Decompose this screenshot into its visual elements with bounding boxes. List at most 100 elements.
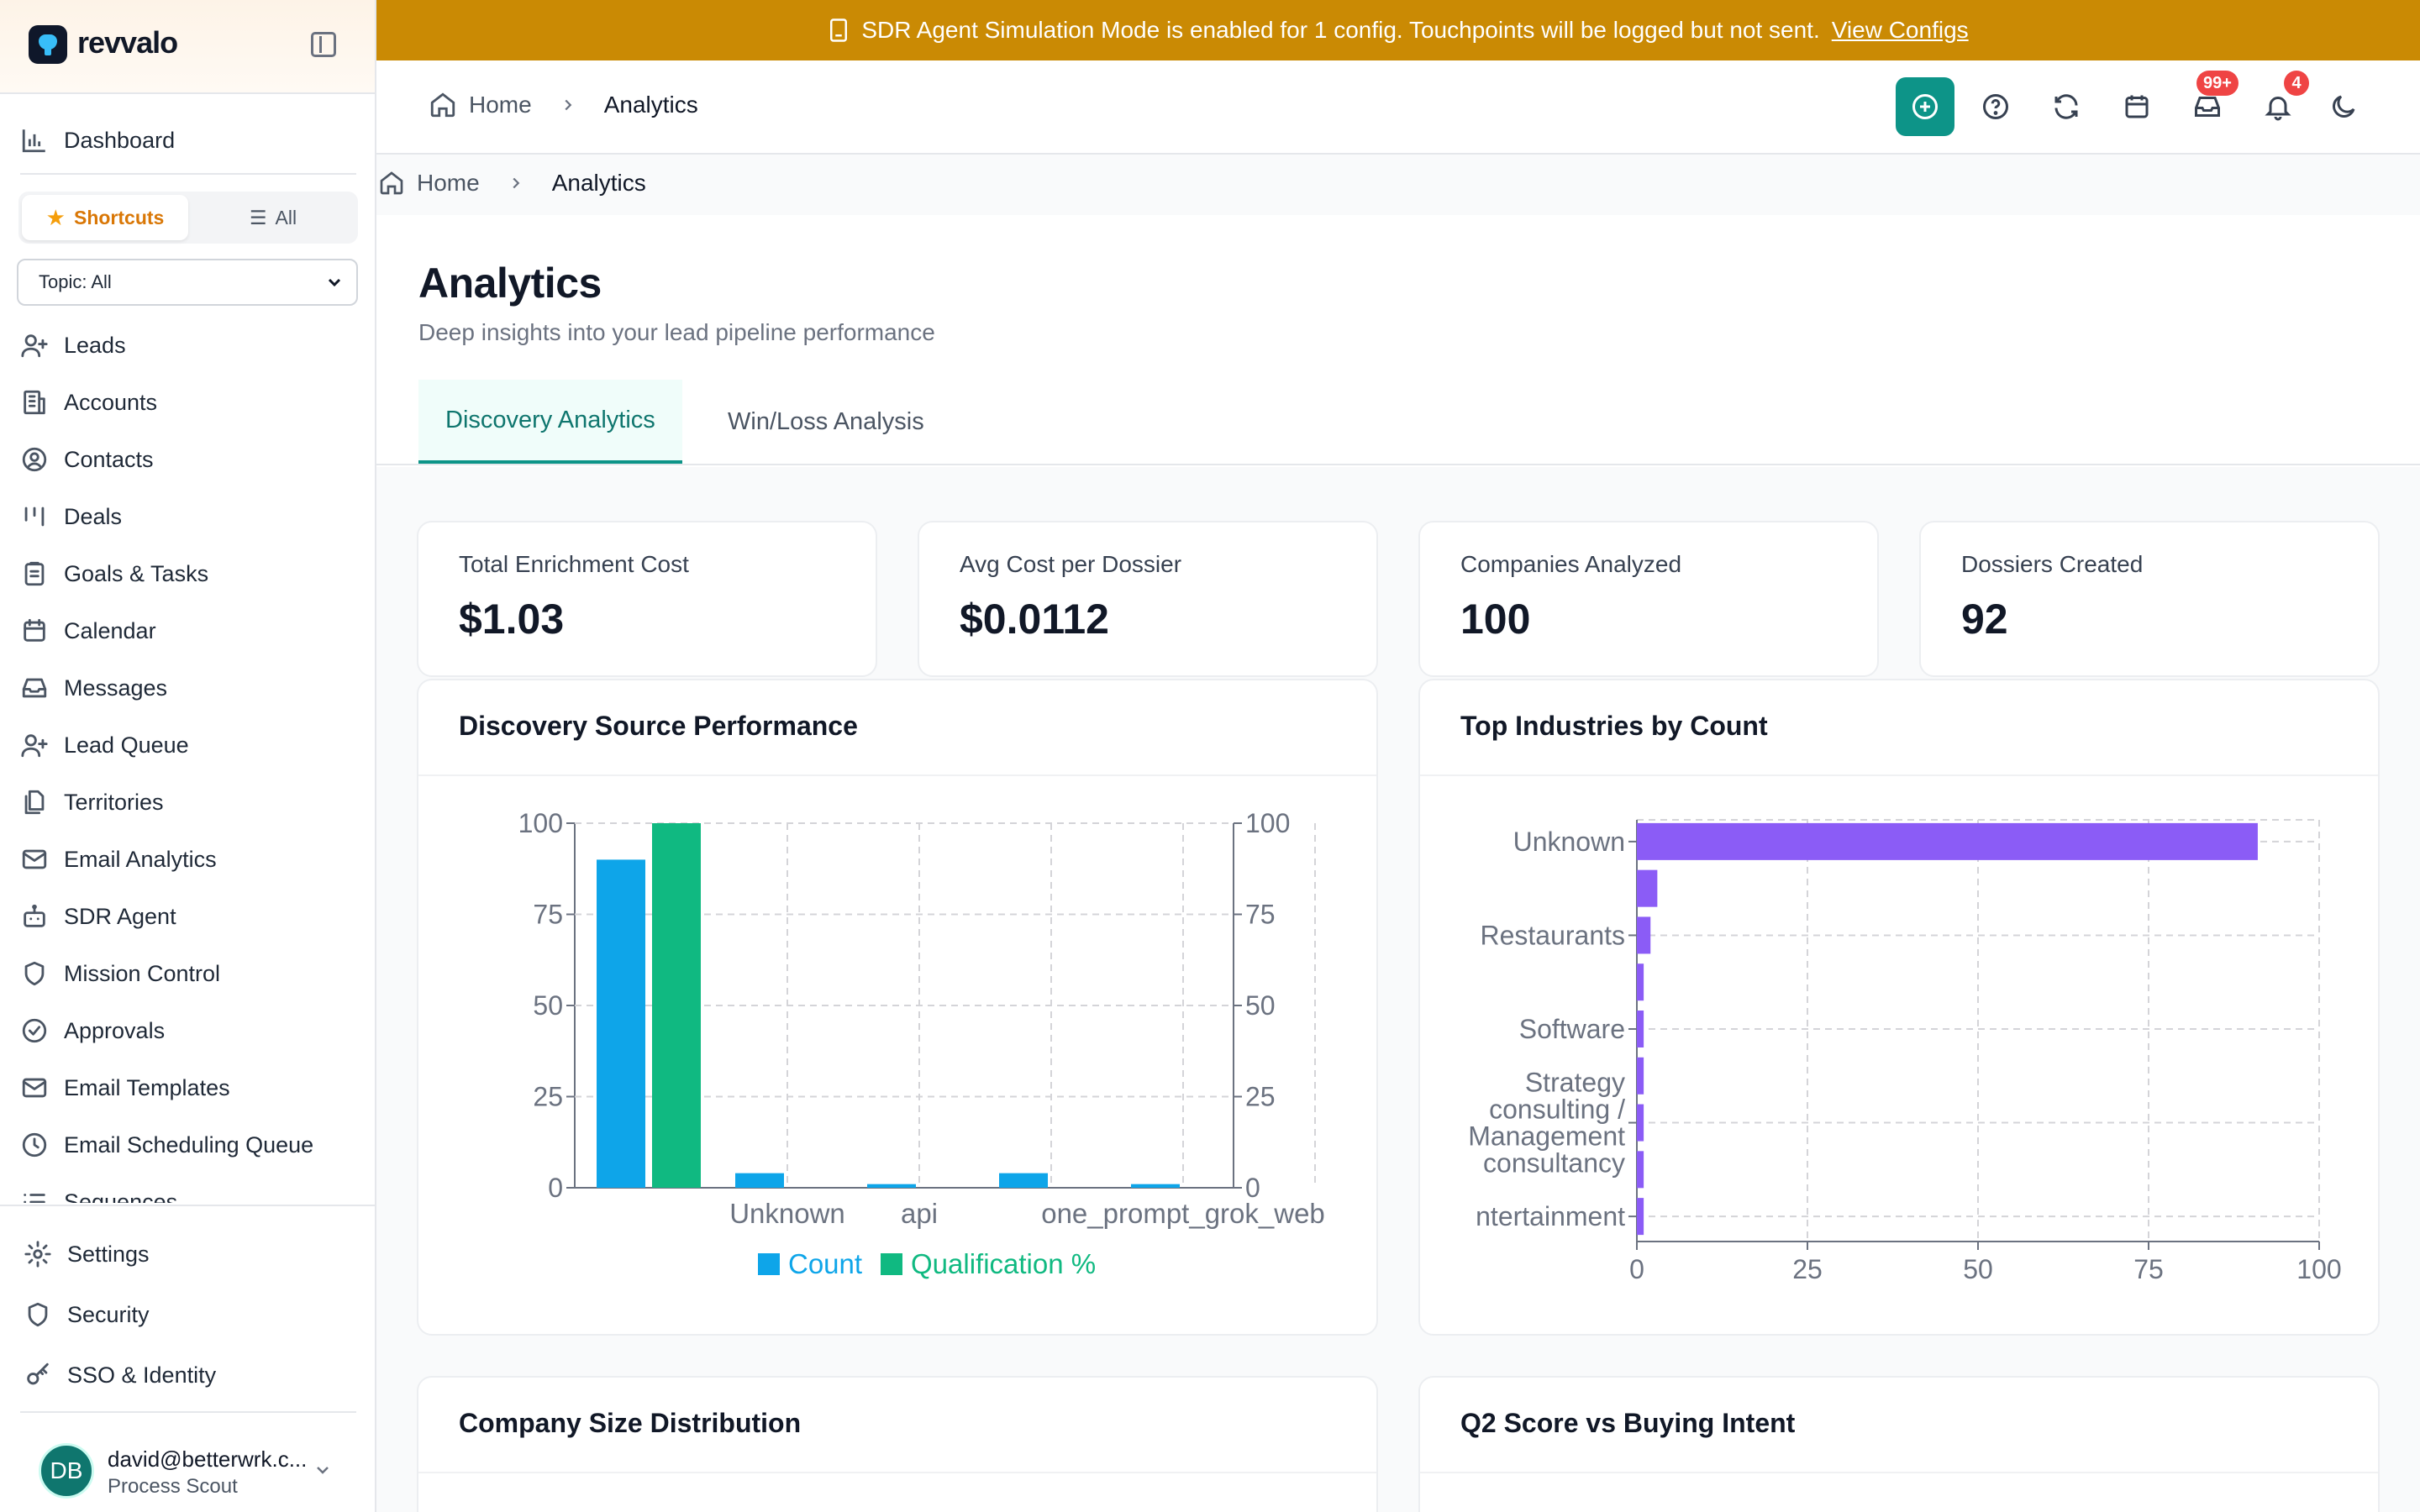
stat-value: 100 — [1460, 596, 1531, 643]
x-tick-label: one_prompt_grok_web — [1041, 1198, 1325, 1229]
gear-icon — [24, 1240, 52, 1268]
breadcrumb: Home Analytics — [429, 91, 698, 119]
bar-count — [999, 1173, 1048, 1188]
card-divider — [418, 1472, 1376, 1473]
simulation-banner: SDR Agent Simulation Mode is enabled for… — [376, 0, 2420, 60]
help-button[interactable] — [1966, 77, 2025, 136]
shortcuts-tab[interactable]: ★ Shortcuts — [22, 195, 188, 240]
sidebar-item-email-templates[interactable]: Email Templates — [20, 1065, 356, 1110]
tab-win-loss-analysis[interactable]: Win/Loss Analysis — [728, 407, 924, 435]
chevron-down-icon — [328, 278, 341, 287]
sidebar-item-calendar[interactable]: Calendar — [20, 608, 356, 654]
stat-card: Total Enrichment Cost $1.03 — [417, 521, 877, 677]
breadcrumb: Home Analytics — [378, 170, 646, 197]
y2-tick-label: 100 — [1245, 808, 1290, 838]
industry-bar — [1637, 916, 1651, 954]
user-plus-icon — [20, 331, 49, 360]
refresh-button[interactable] — [2037, 77, 2096, 136]
q2-score-card: Q2 Score vs Buying Intent — [1418, 1376, 2380, 1512]
card-divider — [418, 774, 1376, 776]
theme-toggle-button[interactable] — [2314, 77, 2373, 136]
sidebar-item-label: Sequences — [64, 1189, 178, 1204]
discovery-source-card: Discovery Source Performance 0 0 25 25 50 50 7… — [417, 679, 1378, 1336]
card-title: Top Industries by Count — [1460, 711, 1768, 741]
card-title: Q2 Score vs Buying Intent — [1460, 1408, 1796, 1438]
chevron-right-icon — [513, 177, 520, 189]
notifications-button[interactable] — [2249, 77, 2307, 136]
page-title: Analytics — [418, 260, 602, 307]
sidebar-item-approvals[interactable]: Approvals — [20, 1008, 356, 1053]
breadcrumb-home[interactable]: Home — [417, 170, 480, 196]
topic-select[interactable]: Topic: All — [17, 259, 358, 306]
y-tick-label: Strategy consulting / Management consultanc… — [1468, 1068, 1625, 1179]
y-tick-label: Restaurants — [1480, 920, 1625, 950]
bar-qualification — [652, 823, 701, 1188]
y2-tick-label: 50 — [1245, 990, 1276, 1021]
bar-count — [867, 1184, 916, 1188]
industry-bar — [1637, 869, 1658, 907]
sidebar-item-lead-queue[interactable]: Lead Queue — [20, 722, 356, 768]
sidebar-divider — [20, 173, 356, 175]
x-tick-label: 0 — [1629, 1254, 1644, 1284]
kanban-icon — [20, 502, 49, 531]
sidebar-item-accounts[interactable]: Accounts — [20, 380, 356, 425]
sidebar: revvalo Dashboard ★ Shortcuts ☰ All Topi… — [0, 0, 376, 1512]
all-tab[interactable]: ☰ All — [190, 195, 356, 240]
sidebar-item-dashboard[interactable]: Dashboard — [20, 118, 356, 163]
sidebar-item-security[interactable]: Security — [24, 1292, 360, 1337]
industry-bar — [1637, 1151, 1644, 1189]
sidebar-item-label: Mission Control — [64, 960, 221, 986]
sidebar-item-settings[interactable]: Settings — [24, 1231, 360, 1277]
card-title: Discovery Source Performance — [459, 711, 858, 741]
sidebar-item-deals[interactable]: Deals — [20, 494, 356, 539]
topic-select-value: Topic: All — [39, 271, 112, 292]
sidebar-item-sequences[interactable]: Sequences — [20, 1179, 356, 1203]
y2-tick-label: 0 — [1245, 1173, 1260, 1203]
sidebar-item-label: Leads — [64, 332, 126, 358]
breadcrumb-home[interactable]: Home — [469, 92, 532, 118]
sidebar-item-territories[interactable]: Territories — [20, 780, 356, 825]
home-icon[interactable] — [378, 170, 405, 197]
sidebar-item-label: Email Templates — [64, 1074, 230, 1100]
card-divider — [1420, 774, 2378, 776]
stat-label: Dossiers Created — [1961, 551, 2144, 577]
sidebar-item-messages[interactable]: Messages — [20, 665, 356, 711]
sidebar-item-label: Email Scheduling Queue — [64, 1131, 314, 1158]
quick-add-button[interactable] — [1896, 77, 1954, 136]
home-icon[interactable] — [429, 91, 457, 119]
calendar-button[interactable] — [2107, 77, 2166, 136]
sidebar-item-label: Approvals — [64, 1017, 166, 1043]
card-divider — [1420, 1472, 2378, 1473]
x-tick-label: 25 — [1792, 1254, 1823, 1284]
calendar-icon — [20, 617, 49, 645]
chevron-down-icon — [317, 1467, 329, 1474]
collapse-sidebar-icon[interactable] — [311, 32, 336, 57]
sidebar-item-goals-tasks[interactable]: Goals & Tasks — [20, 551, 356, 596]
files-icon — [20, 788, 49, 816]
y-tick-label: ntertainment — [1476, 1201, 1625, 1231]
view-configs-link[interactable]: View Configs — [1831, 17, 1969, 43]
banner-message: SDR Agent Simulation Mode is enabled for… — [861, 17, 1820, 43]
breadcrumb-current: Analytics — [603, 92, 698, 118]
sidebar-item-email-scheduling-queue[interactable]: Email Scheduling Queue — [20, 1122, 356, 1168]
document-icon — [830, 18, 848, 42]
analytics-tabs: Discovery Analytics Win/Loss Analysis — [376, 380, 2420, 465]
legend-label: Count — [788, 1248, 862, 1279]
stat-card: Companies Analyzed 100 — [1418, 521, 1879, 677]
inbox-button[interactable] — [2178, 77, 2237, 136]
sidebar-item-email-analytics[interactable]: Email Analytics — [20, 837, 356, 882]
sidebar-item-label: Security — [67, 1301, 150, 1327]
sidebar-item-mission-control[interactable]: Mission Control — [20, 951, 356, 996]
sidebar-item-contacts[interactable]: Contacts — [20, 437, 356, 482]
sidebar-item-sso-identity[interactable]: SSO & Identity — [24, 1352, 360, 1398]
sidebar-item-label: Accounts — [64, 389, 158, 415]
sidebar-item-sdr-agent[interactable]: SDR Agent — [20, 894, 356, 939]
sidebar-item-leads[interactable]: Leads — [20, 323, 356, 368]
sidebar-item-label: Lead Queue — [64, 732, 189, 758]
y-tick-label: 25 — [533, 1082, 563, 1112]
tab-discovery-analytics[interactable]: Discovery Analytics — [418, 380, 682, 464]
sidebar-item-label: Territories — [64, 789, 164, 815]
user-profile[interactable]: DB david@betterwrk.c... Process Scout — [20, 1411, 356, 1504]
check-circle-icon — [20, 1016, 49, 1045]
chevron-right-icon — [565, 99, 572, 111]
